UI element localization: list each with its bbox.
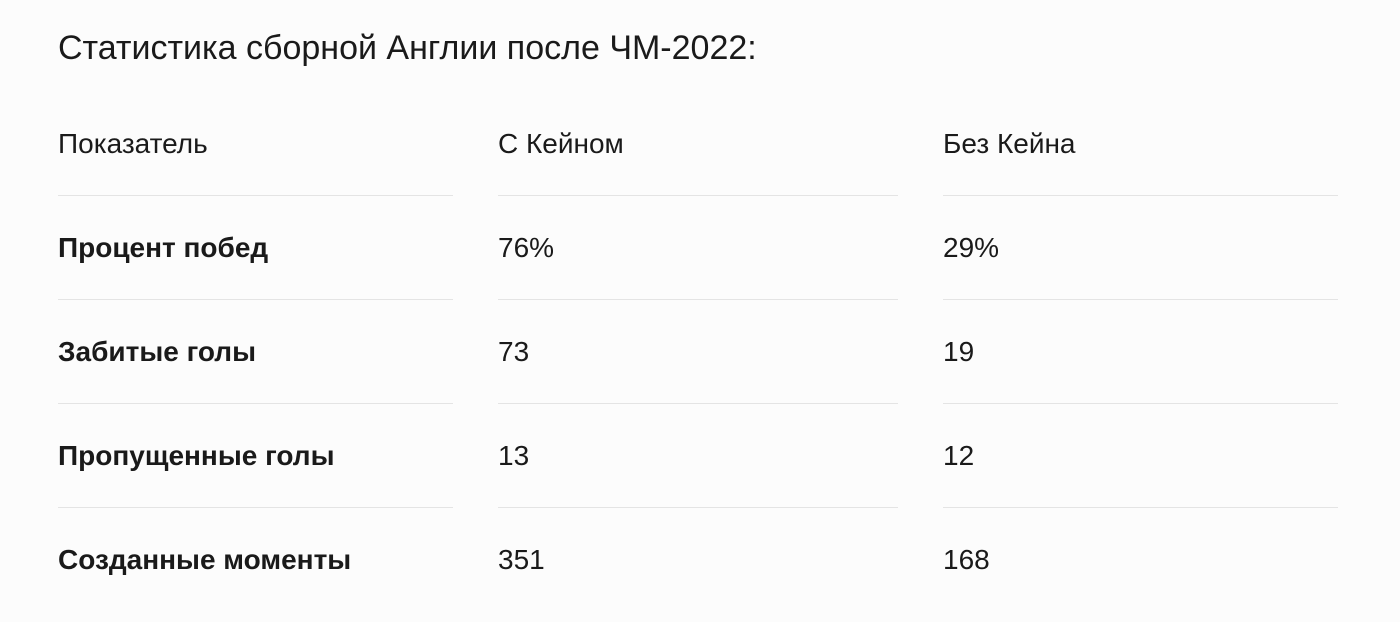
header-cell: Без Кейна	[943, 128, 1076, 159]
value-cell: 19	[943, 336, 975, 367]
row-divider	[58, 507, 453, 508]
row-divider	[498, 195, 898, 196]
row-divider	[58, 299, 453, 300]
header-cell: Показатель	[58, 128, 208, 159]
value-cell: 73	[498, 336, 530, 367]
row-divider	[498, 507, 898, 508]
title: Статистика сборной Англии после ЧМ-2022:	[58, 29, 757, 67]
row-divider	[943, 403, 1338, 404]
row-label: Забитые голы	[58, 336, 256, 367]
value-cell: 12	[943, 440, 975, 471]
row-divider	[943, 195, 1338, 196]
row-divider	[498, 403, 898, 404]
row-divider	[498, 299, 898, 300]
value-cell: 76%	[498, 232, 555, 263]
row-divider	[943, 299, 1338, 300]
row-divider	[58, 195, 453, 196]
value-cell: 168	[943, 544, 990, 575]
header-cell: С Кейном	[498, 128, 624, 159]
row-divider	[58, 403, 453, 404]
row-label: Пропущенные голы	[58, 440, 335, 471]
value-cell: 13	[498, 440, 530, 471]
value-cell: 29%	[943, 232, 1000, 263]
row-label: Процент побед	[58, 232, 269, 263]
row-label: Созданные моменты	[58, 544, 352, 575]
value-cell: 351	[498, 544, 545, 575]
row-divider	[943, 507, 1338, 508]
